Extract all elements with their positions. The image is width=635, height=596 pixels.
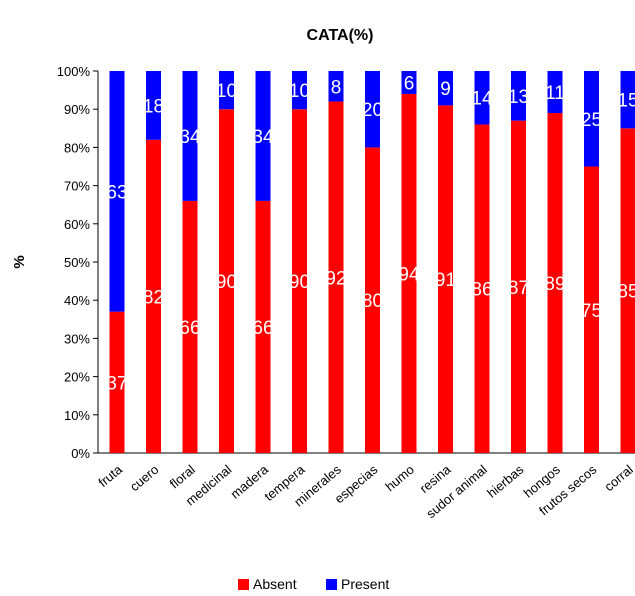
bar-absent-cuero	[146, 139, 161, 453]
bar-present-hongos	[547, 71, 563, 114]
bar-absent-sudor-animal	[474, 124, 490, 453]
data-label-absent: 94	[398, 264, 420, 285]
bar-absent-especias	[365, 147, 380, 453]
bar-absent-fruta	[109, 311, 125, 453]
y-tick-label: 90%	[64, 102, 90, 117]
bar-absent-corral	[620, 128, 635, 454]
bar-absent-tempera	[292, 109, 307, 453]
bar-present-corral	[620, 71, 635, 129]
y-tick-label: 10%	[64, 408, 90, 423]
data-label-present: 20	[362, 100, 383, 121]
data-label-absent: 37	[106, 373, 127, 394]
bar-absent-hongos	[547, 113, 563, 454]
y-tick-label: 40%	[64, 293, 90, 308]
data-label-present: 10	[289, 81, 310, 102]
bar-present-frutos-secos	[584, 71, 599, 167]
y-tick-label: 20%	[64, 370, 90, 385]
data-label-absent: 90	[289, 272, 310, 293]
data-label-absent: 66	[179, 318, 200, 339]
data-label-present: 14	[471, 89, 493, 110]
x-tick-label: humo	[382, 462, 417, 494]
legend-label-absent: Absent	[253, 576, 297, 592]
data-label-present: 9	[440, 79, 451, 100]
data-label-present: 34	[179, 127, 201, 148]
bar-absent-floral	[182, 200, 198, 453]
bar-present-hierbas	[511, 71, 526, 121]
bar-absent-resina	[438, 105, 453, 453]
data-label-present: 13	[508, 87, 529, 108]
data-label-absent: 90	[216, 272, 237, 293]
bar-present-especias	[365, 71, 380, 148]
x-tick-label: fruta	[95, 461, 125, 490]
chart-title: CATA(%)	[307, 27, 374, 44]
x-tick-label: hierbas	[484, 461, 527, 500]
x-tick-label: corral	[601, 462, 635, 494]
y-tick-label: 30%	[64, 331, 90, 346]
plot-area: 0% 10% 20% 30% 40% 50% 60% 70% 80% 90% 100% 37 63 fru…	[57, 64, 635, 521]
data-label-absent: 66	[252, 318, 273, 339]
data-label-absent: 75	[581, 301, 602, 322]
bar-present-medicinal	[219, 71, 234, 110]
bar-present-cuero	[146, 71, 161, 140]
bar-present-humo	[401, 71, 417, 94]
data-label-present: 18	[143, 96, 164, 117]
bar-present-minerales	[328, 71, 344, 102]
data-label-present: 25	[581, 110, 602, 131]
y-tick-label: 50%	[64, 255, 90, 270]
data-label-absent: 91	[435, 270, 456, 291]
bar-present-resina	[438, 71, 453, 106]
legend-swatch-absent	[238, 579, 249, 590]
y-tick-label: 60%	[64, 217, 90, 232]
legend-label-present: Present	[341, 576, 389, 592]
data-label-absent: 87	[508, 278, 529, 299]
bar-present-fruta	[109, 71, 125, 312]
data-label-absent: 86	[471, 280, 492, 301]
data-label-present: 10	[216, 81, 237, 102]
legend: Absent Present	[238, 576, 389, 592]
bar-present-floral	[182, 71, 198, 201]
bar-present-sudor-animal	[474, 71, 490, 125]
data-label-present: 15	[617, 91, 635, 112]
y-tick-label: 0%	[71, 446, 90, 461]
data-label-present: 34	[252, 127, 274, 148]
bar-absent-medicinal	[219, 109, 234, 453]
data-label-absent: 89	[544, 274, 565, 295]
x-tick-label: cuero	[127, 462, 162, 494]
y-tick-label: 80%	[64, 140, 90, 155]
data-label-absent: 85	[617, 282, 635, 303]
bar-absent-hierbas	[511, 120, 526, 453]
bar-present-tempera	[292, 71, 307, 110]
data-label-present: 63	[106, 182, 127, 203]
data-label-absent: 82	[143, 287, 164, 308]
bar-absent-madera	[255, 200, 271, 453]
bar-absent-minerales	[328, 101, 344, 453]
data-label-present: 11	[545, 83, 565, 104]
y-tick-label: 100%	[57, 64, 91, 79]
bar-absent-frutos-secos	[584, 166, 599, 453]
legend-swatch-present	[326, 579, 337, 590]
bar-absent-humo	[401, 93, 417, 454]
y-tick-label: 70%	[64, 179, 90, 194]
data-label-present: 8	[331, 77, 342, 98]
data-label-absent: 80	[362, 291, 383, 312]
y-axis-label: %	[11, 255, 28, 268]
data-label-absent: 92	[325, 268, 346, 289]
bar-present-madera	[255, 71, 271, 201]
data-label-present: 6	[404, 73, 415, 94]
